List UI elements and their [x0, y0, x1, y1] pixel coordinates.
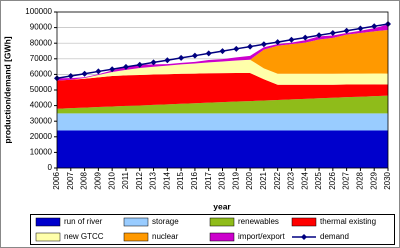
- x-tick-label: 2018: [218, 171, 227, 189]
- legend-label: renewables: [238, 217, 279, 226]
- legend-swatch: [123, 217, 149, 227]
- y-tick-label: 70000: [30, 54, 53, 63]
- demand-marker: [316, 32, 323, 39]
- demand-marker: [233, 45, 240, 52]
- x-tick-label: 2012: [135, 171, 144, 189]
- area: [57, 130, 388, 168]
- y-tick-label: 90000: [30, 23, 53, 32]
- demand-marker: [343, 27, 350, 34]
- x-tick-label: 2015: [176, 171, 185, 189]
- demand-marker: [288, 36, 295, 43]
- demand-marker: [178, 54, 185, 61]
- x-tick-label: 2027: [342, 171, 351, 189]
- demand-marker: [122, 63, 129, 70]
- x-tick-label: 2028: [356, 171, 365, 189]
- legend-label: demand: [320, 232, 349, 241]
- x-tick-label: 2007: [66, 171, 75, 189]
- demand-marker: [191, 52, 198, 59]
- legend-label: run of river: [64, 217, 103, 226]
- x-axis-label: year: [213, 201, 231, 211]
- x-tick-label: 2025: [314, 171, 323, 189]
- y-tick-label: 30000: [30, 116, 53, 125]
- demand-marker: [260, 41, 267, 48]
- legend-swatch: [291, 217, 317, 227]
- x-tick-label: 2014: [162, 171, 171, 189]
- demand-marker: [274, 39, 281, 46]
- demand-marker: [302, 34, 309, 41]
- x-tick-label: 2030: [383, 171, 392, 189]
- legend-label: new GTCC: [64, 232, 104, 241]
- legend-swatch: [209, 232, 235, 242]
- x-tick-label: 2022: [273, 171, 282, 189]
- y-tick-label: 100000: [25, 7, 52, 16]
- demand-marker: [219, 48, 226, 55]
- y-tick-label: 40000: [30, 101, 53, 110]
- x-tick-label: 2006: [52, 171, 61, 189]
- x-tick-label: 2017: [204, 171, 213, 189]
- x-tick-label: 2008: [80, 171, 89, 189]
- x-tick-label: 2013: [149, 171, 158, 189]
- area: [57, 59, 388, 85]
- legend-label: thermal existing: [320, 217, 376, 226]
- demand-marker: [247, 43, 254, 50]
- demand-marker: [205, 50, 212, 57]
- area: [57, 95, 388, 114]
- y-tick-label: 80000: [30, 38, 53, 47]
- x-tick-label: 2023: [287, 171, 296, 189]
- legend-swatch: [35, 232, 61, 242]
- y-tick-label: 20000: [30, 132, 53, 141]
- demand-marker: [150, 59, 157, 66]
- x-tick-label: 2011: [121, 171, 130, 189]
- y-tick-label: 0: [48, 163, 53, 172]
- x-tick-label: 2026: [328, 171, 337, 189]
- x-tick-label: 2024: [300, 171, 309, 189]
- demand-marker: [357, 25, 364, 32]
- demand-marker: [109, 66, 116, 73]
- y-tick-label: 50000: [30, 85, 53, 94]
- area: [57, 29, 388, 81]
- x-tick-label: 2029: [369, 171, 378, 189]
- demand-marker: [164, 57, 171, 64]
- demand-marker: [371, 23, 378, 30]
- legend-label: nuclear: [152, 232, 179, 241]
- area: [57, 72, 388, 109]
- demand-marker: [136, 61, 143, 68]
- x-tick-label: 2019: [231, 171, 240, 189]
- x-tick-label: 2016: [190, 171, 199, 189]
- x-tick-label: 2010: [107, 171, 116, 189]
- legend-swatch: [35, 217, 61, 227]
- x-tick-label: 2021: [259, 171, 268, 189]
- y-tick-label: 60000: [30, 70, 53, 79]
- legend-label: import/export: [238, 232, 285, 241]
- legend-marker: [301, 234, 307, 240]
- legend-label: storage: [152, 217, 179, 226]
- area: [57, 113, 388, 131]
- y-tick-label: 10000: [30, 148, 53, 157]
- y-axis-label: production/demand [GWh]: [2, 36, 12, 143]
- legend-swatch: [123, 232, 149, 242]
- demand-marker: [67, 72, 74, 79]
- demand-marker: [95, 68, 102, 75]
- demand-marker: [81, 70, 88, 77]
- legend-swatch: [209, 217, 235, 227]
- demand-marker: [329, 30, 336, 37]
- x-tick-label: 2020: [245, 171, 254, 189]
- x-tick-label: 2009: [93, 171, 102, 189]
